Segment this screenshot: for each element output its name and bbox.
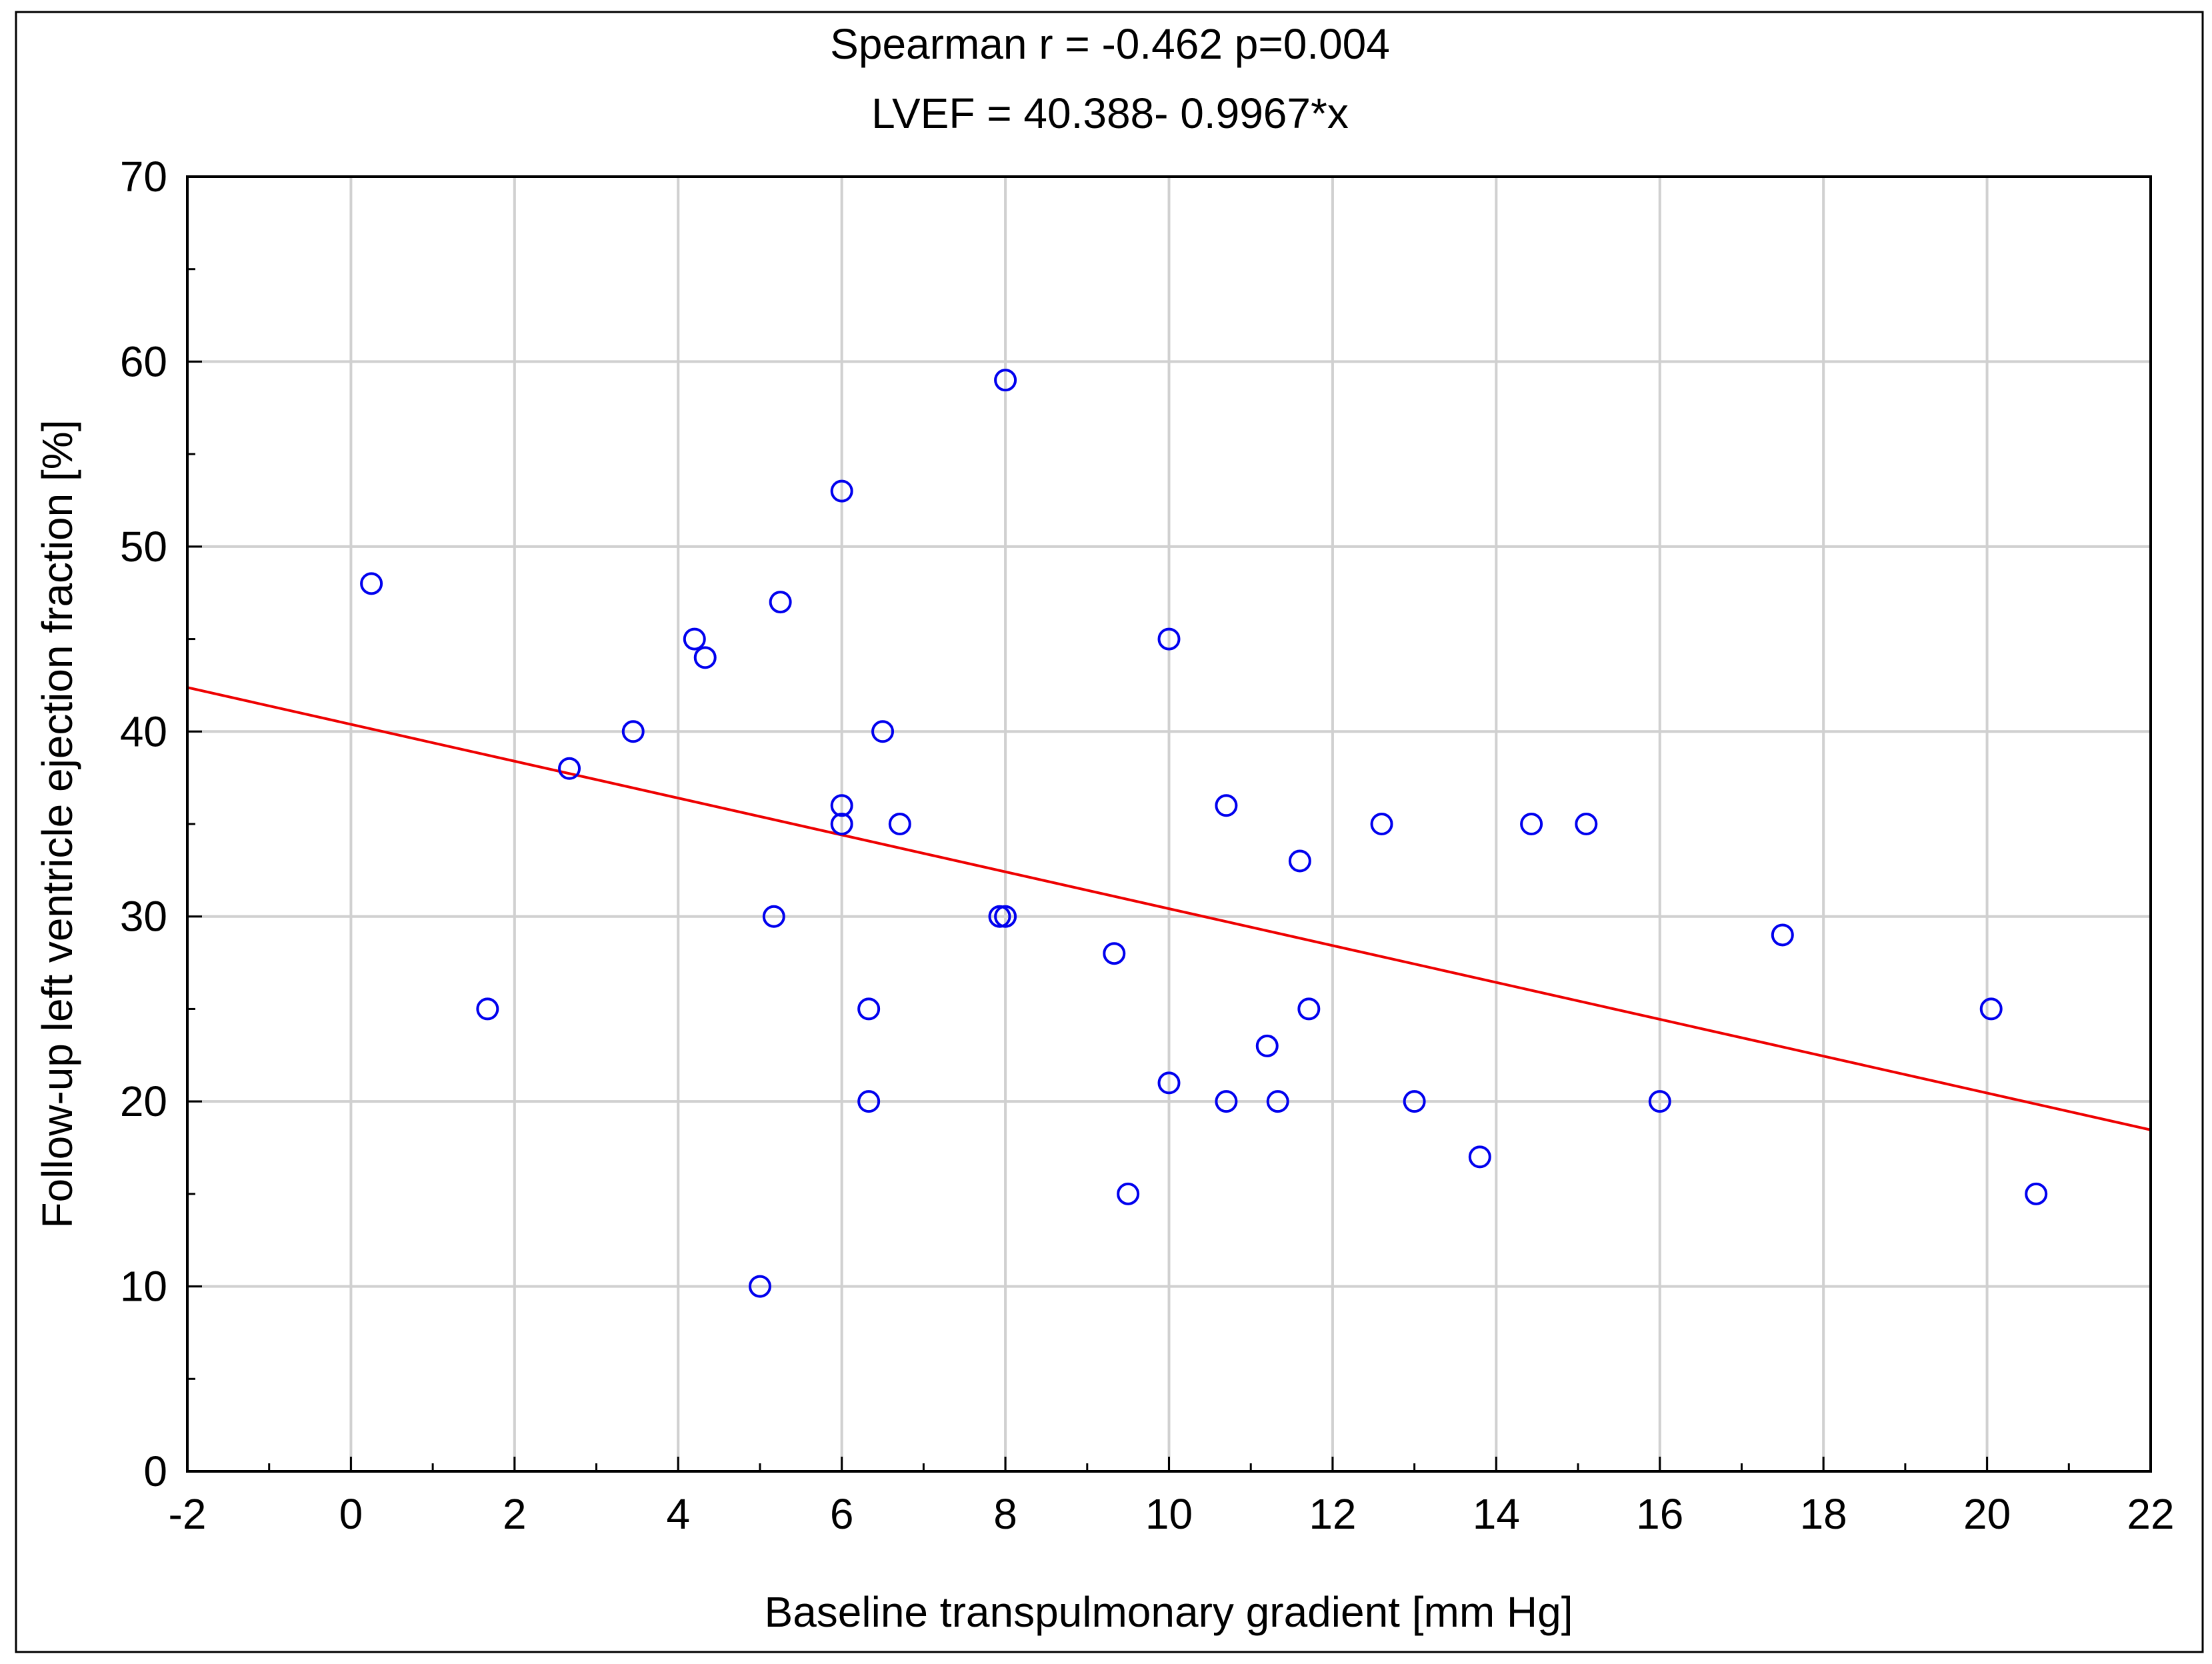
data-point [1520, 813, 1543, 835]
x-tick-label: 16 [1636, 1490, 1683, 1538]
data-point [1771, 923, 1794, 947]
data-point [830, 479, 853, 503]
x-tick-label: 22 [2127, 1490, 2174, 1538]
data-point [1370, 813, 1393, 835]
x-tick-label: 8 [993, 1490, 1017, 1538]
data-point [1157, 1071, 1181, 1095]
data-point [360, 572, 383, 595]
data-point [1215, 794, 1238, 817]
grid-lines [187, 177, 2151, 1471]
data-point [857, 1090, 881, 1113]
data-point [1255, 1034, 1279, 1057]
y-tick-label: 50 [120, 523, 167, 571]
data-point [769, 591, 792, 614]
data-point [693, 646, 717, 669]
data-point [988, 905, 1011, 928]
data-point [748, 1275, 771, 1298]
data-points [360, 369, 2048, 1298]
chart-title-line-2: LVEF = 40.388- 0.9967*x [871, 89, 1349, 137]
x-tick-label: 0 [339, 1490, 363, 1538]
x-axis-label: Baseline transpulmonary gradient [mm Hg] [765, 1588, 1573, 1636]
regression-line [187, 686, 2151, 1131]
x-tick-label: 6 [830, 1490, 854, 1538]
y-tick-label: 30 [120, 893, 167, 941]
data-point [830, 794, 853, 817]
data-point [1157, 627, 1181, 651]
data-point [888, 813, 911, 835]
chart-title-line-1: Spearman r = -0.462 p=0.004 [830, 20, 1390, 68]
chart-outer-border [15, 11, 2204, 1653]
data-point [558, 757, 581, 780]
data-point [830, 813, 853, 835]
data-point [1266, 1090, 1289, 1113]
y-tick-label: 10 [120, 1263, 167, 1311]
data-point [994, 905, 1017, 928]
x-tick-label: -2 [169, 1490, 207, 1538]
data-point [762, 905, 785, 928]
data-point [476, 997, 499, 1021]
y-tick-label: 0 [143, 1447, 167, 1495]
data-point [1979, 997, 2003, 1021]
data-point [1117, 1182, 1140, 1205]
data-point [994, 369, 1017, 392]
data-point [1288, 849, 1311, 873]
data-point [621, 720, 645, 743]
x-tick-label: 14 [1473, 1490, 1520, 1538]
y-axis-label: Follow-up left ventricle ejection fracti… [33, 420, 81, 1229]
x-tick-label: 12 [1309, 1490, 1356, 1538]
y-tick-label: 70 [120, 153, 167, 201]
data-point [1468, 1145, 1491, 1169]
data-point [1648, 1090, 1671, 1113]
data-point [871, 720, 895, 743]
x-tick-label: 10 [1145, 1490, 1193, 1538]
data-point [1403, 1090, 1426, 1113]
data-point [683, 627, 706, 651]
data-point [1575, 813, 1598, 835]
data-point [1215, 1090, 1238, 1113]
data-point [1297, 997, 1321, 1021]
data-point [1103, 942, 1126, 965]
x-tick-label: 2 [503, 1490, 527, 1538]
y-tick-label: 60 [120, 337, 167, 385]
x-tick-label: 4 [666, 1490, 690, 1538]
data-point [2025, 1182, 2048, 1205]
y-tick-label: 40 [120, 707, 167, 755]
x-tick-label: 18 [1800, 1490, 1847, 1538]
plot-area-border [186, 175, 2152, 1473]
data-point [857, 997, 881, 1021]
regression-layer [187, 686, 2151, 1131]
x-tick-label: 20 [1963, 1490, 2011, 1538]
y-tick-label: 20 [120, 1077, 167, 1125]
